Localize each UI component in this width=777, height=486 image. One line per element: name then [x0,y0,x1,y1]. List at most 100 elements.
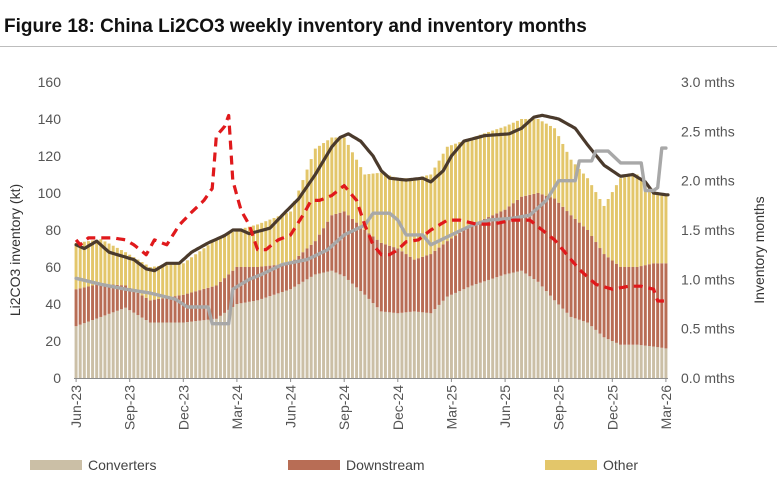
bar-downstream [528,194,532,277]
bar-converters [577,319,581,378]
bar-downstream [82,287,86,324]
bar-downstream [181,294,185,323]
bar-converters [528,276,532,378]
bar-other [400,178,404,252]
bar-other [194,254,198,292]
bar-other [264,221,268,267]
bar-other [487,131,491,218]
bar-converters [239,303,243,378]
line-total-inventory [74,113,670,273]
bar-other [553,128,557,199]
x-tick-label: Sep-24 [336,385,352,430]
bar-converters [330,270,334,378]
y-tick-label: 160 [38,74,62,90]
bar-converters [499,275,503,378]
bar-other [128,254,132,288]
bar-converters [586,322,590,378]
bar-other [573,164,577,219]
bar-other [388,175,392,246]
bar-downstream [652,263,656,347]
bar-other [598,199,602,249]
bar-converters [404,312,408,378]
bar-downstream [210,286,214,320]
x-tick-label: Sep-25 [551,385,567,430]
y-tick-label: 20 [45,333,61,349]
bar-converters [536,281,540,378]
bar-converters [359,291,363,378]
bar-downstream [251,267,255,302]
legend-swatch-downstream [288,460,340,470]
bar-downstream [293,259,297,287]
bar-other [581,173,585,227]
bar-downstream [218,281,222,316]
bar-other [652,193,656,264]
bar-other [437,160,441,248]
bar-other [185,260,189,294]
bar-other [95,239,99,285]
bar-other [231,231,235,271]
bar-downstream [544,195,548,292]
bar-downstream [449,238,453,295]
bar-downstream [95,284,99,319]
bar-other [247,226,251,267]
x-tick-label: Dec-25 [604,385,620,430]
bar-downstream [474,222,478,285]
bar-other [532,119,536,194]
bar-other [528,119,532,195]
bar-other [524,119,528,196]
bar-other [157,266,161,299]
bar-downstream [656,263,660,348]
bar-converters [416,311,420,378]
bar-converters [152,322,156,378]
bar-other [107,243,111,285]
bar-other [272,217,276,266]
bar-other [491,130,495,216]
bar-downstream [124,285,128,308]
bar-converters [548,295,552,378]
bar-other [375,173,379,240]
bar-converters [375,307,379,378]
bar-converters [561,308,565,379]
bar-downstream [388,245,392,313]
bar-other [198,251,202,291]
bar-converters [206,319,210,378]
bar-converters [639,345,643,378]
bar-converters [173,322,177,378]
bar-converters [503,274,507,378]
bar-converters [305,279,309,378]
x-tick-label: Mar-26 [658,385,674,430]
y-tick-label: 40 [45,296,61,312]
line-inventory-months-other [74,146,668,326]
bar-converters [388,312,392,378]
bar-converters [573,318,577,378]
bar-other [338,137,342,213]
bar-downstream [573,218,577,319]
bar-converters [507,273,511,378]
bar-other [165,265,169,298]
x-tick-label: Dec-23 [175,385,191,430]
bar-converters [660,347,664,378]
bar-converters [264,297,268,378]
bar-converters [474,284,478,378]
bar-other [326,140,330,222]
bar-downstream [148,300,152,323]
bar-downstream [647,264,651,347]
legend-item-other: Other [545,457,638,473]
bar-downstream [606,257,610,340]
bar-downstream [548,197,552,296]
bar-downstream [660,263,664,348]
bar-other [284,213,288,264]
bar-downstream [223,278,227,313]
bar-other [355,159,359,223]
bar-downstream [586,230,590,323]
bar-other [594,192,598,243]
bar-other [602,205,606,255]
bar-converters [598,333,602,378]
bar-downstream [330,215,334,271]
bar-downstream [511,203,515,273]
bar-downstream [260,266,264,299]
bar-converters [557,304,561,378]
y-tick-label: 120 [38,148,62,164]
bar-other [656,193,660,264]
bar-downstream [169,296,173,323]
